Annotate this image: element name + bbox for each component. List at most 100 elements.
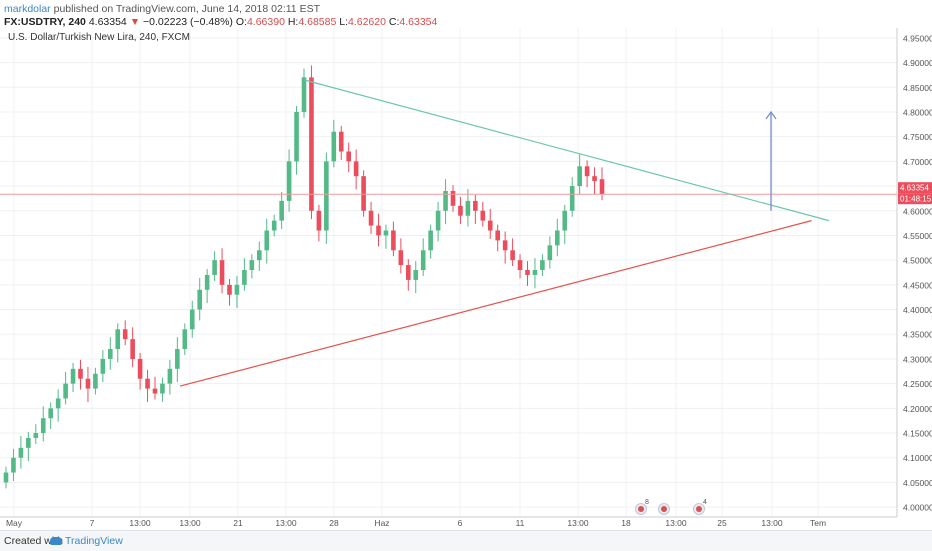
time-axis[interactable]: May 7 13:00 13:00 21 13:00 28 Haz 6 11 13:00 18 13:0… <box>6 518 826 528</box>
candle-body <box>122 329 128 340</box>
time-tick: 11 <box>516 518 525 528</box>
candle-body <box>487 220 493 231</box>
lower-trendline[interactable] <box>179 220 812 387</box>
candle-body <box>182 329 188 350</box>
candle-body <box>413 270 419 280</box>
price-tick: 4.15000 <box>903 429 932 439</box>
price-tick: 4.35000 <box>903 330 932 340</box>
candle-body <box>100 358 106 374</box>
candle-body <box>3 472 9 483</box>
time-tick: 13:00 <box>179 518 201 528</box>
countdown-tag <box>898 193 932 205</box>
candle-body <box>398 250 404 266</box>
candles <box>3 65 605 489</box>
candle-body <box>26 437 31 448</box>
candle-body <box>234 284 240 295</box>
candle-body <box>495 230 500 241</box>
candle-body <box>331 131 337 162</box>
candle-body <box>55 398 61 409</box>
time-tick: May <box>6 518 23 528</box>
candle-body <box>510 250 515 261</box>
candle-body <box>286 161 292 201</box>
price-tick: 4.55000 <box>903 231 932 241</box>
instrument-title: U.S. Dollar/Turkish New Lira, 240, FXCM <box>8 32 190 43</box>
price-tick: 4.45000 <box>903 280 932 290</box>
candle-body <box>569 186 575 211</box>
price-tick: 4.75000 <box>903 132 932 142</box>
tradingview-brand: TradingView <box>65 535 123 547</box>
candle-body <box>532 270 538 275</box>
tradingview-logo-icon <box>50 537 62 546</box>
close-value: 4.63354 <box>399 16 438 28</box>
candle-body <box>93 373 98 389</box>
time-tick: 13:00 <box>129 518 151 528</box>
event-badge-dot <box>661 506 667 512</box>
candle-body <box>435 210 441 231</box>
price-tick: 4.85000 <box>903 83 932 93</box>
down-arrow-icon: ▼ <box>129 16 141 28</box>
price-tick: 4.50000 <box>903 256 932 266</box>
candle-body <box>167 368 173 384</box>
candle-body <box>428 230 433 251</box>
upper-trendline[interactable] <box>303 79 830 222</box>
tradingview-link[interactable]: TradingView <box>50 535 123 547</box>
candle-body <box>361 176 366 211</box>
time-tick: 6 <box>458 518 463 528</box>
event-badge-dot <box>638 506 644 512</box>
symbol-label: FX:USDTRY, 240 <box>4 16 86 28</box>
candle-body <box>145 378 150 389</box>
candle-body <box>160 383 165 394</box>
price-tick: 4.25000 <box>903 379 932 389</box>
candle-body <box>338 131 344 152</box>
price-tick: 4.00000 <box>903 503 932 513</box>
candle-body <box>584 166 590 177</box>
time-tick: Tem <box>810 518 826 528</box>
candle-body <box>152 388 158 394</box>
candle-body <box>189 309 195 330</box>
candle-body <box>249 260 255 271</box>
candle-body <box>383 230 389 236</box>
last-price-tag <box>898 182 932 194</box>
candle-body <box>562 210 568 231</box>
price-tick: 4.95000 <box>903 33 932 43</box>
candle-body <box>40 418 46 434</box>
candle-body <box>301 77 307 112</box>
time-tick: Haz <box>374 518 389 528</box>
candle-body <box>406 265 411 280</box>
candle-body <box>555 230 560 246</box>
candle-body <box>480 210 486 221</box>
time-tick: 13:00 <box>275 518 297 528</box>
candle-body <box>219 260 225 285</box>
publish-header: markdolar published on TradingView.com, … <box>4 3 320 16</box>
candle-body <box>547 245 553 261</box>
open-label: O: <box>235 16 247 28</box>
candle-body <box>63 383 68 399</box>
candle-body <box>130 339 135 359</box>
candle-body <box>465 200 471 216</box>
candle-body <box>197 289 202 310</box>
footer: Created with TradingView <box>0 530 932 551</box>
candle-body <box>48 408 53 419</box>
time-tick: 13:00 <box>665 518 687 528</box>
candle-body <box>18 447 24 458</box>
candle-body <box>346 151 351 162</box>
candle-body <box>443 191 448 211</box>
candle-body <box>391 230 396 251</box>
candle-body <box>271 220 277 231</box>
change-value: −0.02223 (−0.48%) <box>143 16 233 28</box>
drawings <box>0 79 897 387</box>
price-axis[interactable]: 4.95000 4.90000 4.85000 4.80000 4.75000 4.700… <box>898 33 932 513</box>
candle-body <box>227 284 232 295</box>
low-value: 4.62620 <box>348 16 386 28</box>
target-arrowhead-icon <box>765 110 777 120</box>
candle-body <box>264 230 270 251</box>
time-tick: 28 <box>329 518 339 528</box>
event-badge-dot <box>696 506 702 512</box>
candle-body <box>212 260 217 275</box>
price-chart[interactable]: U.S. Dollar/Turkish New Lira, 240, FXCM … <box>0 0 932 530</box>
candle-body <box>316 210 322 231</box>
candle-body <box>70 368 76 384</box>
candle-body <box>450 191 456 206</box>
author-link[interactable]: markdolar <box>4 3 51 15</box>
price-tick: 4.20000 <box>903 404 932 414</box>
